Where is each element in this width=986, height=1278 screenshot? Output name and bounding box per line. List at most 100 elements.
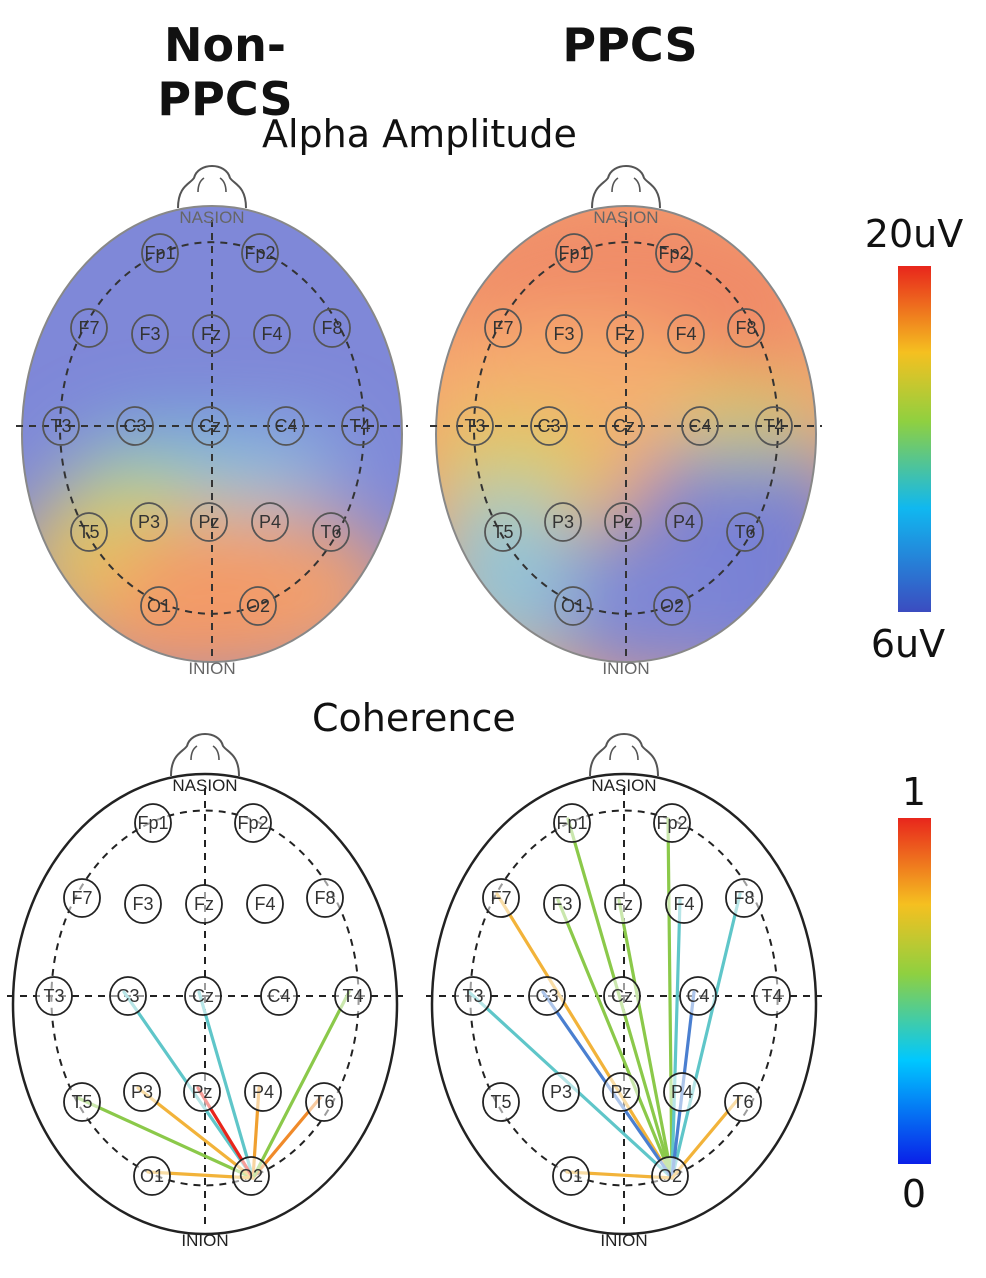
- electrode-label: T3: [462, 986, 483, 1006]
- electrode-label: C3: [123, 416, 146, 436]
- nasion-label: NASION: [179, 208, 244, 227]
- electrode-c4: C4: [681, 406, 719, 446]
- electrode-label: F4: [675, 324, 696, 344]
- electrode-c4: C4: [260, 976, 298, 1016]
- electrode-fp2: Fp2: [655, 233, 693, 273]
- coherence-scale-max-label: 1: [901, 770, 927, 814]
- electrode-label: F8: [314, 888, 335, 908]
- electrode-f7: F7: [484, 308, 522, 348]
- section-title-coherence: Coherence: [312, 696, 516, 740]
- electrode-label: F7: [492, 318, 513, 338]
- electrode-o2: O2: [651, 1156, 689, 1196]
- nasion-label: NASION: [172, 776, 237, 795]
- coherence-line-o2-cz: [197, 990, 255, 1180]
- electrode-label: Fp2: [658, 243, 689, 263]
- electrode-label: P4: [252, 1082, 274, 1102]
- electrode-label: T5: [490, 1092, 511, 1112]
- electrode-label: T4: [349, 416, 370, 436]
- electrode-label: Pz: [612, 512, 633, 532]
- electrode-label: P3: [138, 512, 160, 532]
- electrode-f4: F4: [667, 314, 705, 354]
- electrode-label: C4: [274, 416, 297, 436]
- nose-bump: [177, 165, 247, 209]
- electrode-label: Fz: [615, 324, 635, 344]
- head-outline: [435, 205, 817, 663]
- electrode-o1: O1: [133, 1156, 171, 1196]
- electrode-label: P3: [550, 1082, 572, 1102]
- coherence-line-o2-f4: [670, 898, 682, 1180]
- ear-curls: [611, 177, 641, 193]
- electrode-t3: T3: [42, 406, 80, 446]
- electrode-f3: F3: [543, 884, 581, 924]
- coherence-line-o2-t4: [251, 990, 351, 1180]
- electrode-t6: T6: [305, 1082, 343, 1122]
- electrode-f4: F4: [246, 884, 284, 924]
- electrode-p4: P4: [665, 502, 703, 542]
- electrode-fp1: Fp1: [141, 233, 179, 273]
- electrode-label: Cz: [192, 986, 214, 1006]
- electrode-label: F7: [71, 888, 92, 908]
- electrode-label: Cz: [613, 416, 635, 436]
- coherence-line-o2-f3: [556, 898, 674, 1180]
- electrode-label: T3: [43, 986, 64, 1006]
- electrode-fp1: Fp1: [555, 233, 593, 273]
- electrode-c3: C3: [530, 406, 568, 446]
- coherence-map-non-ppcs: Fp1 Fp2 F7 F3 Fz F4 F8 T3 C3 Cz C4 T4 T5 P3 Pz P4 T6 O1 O2…: [7, 733, 403, 1250]
- electrode-label: T5: [492, 522, 513, 542]
- coherence-line-o2-f8: [670, 892, 742, 1180]
- electrode-f7: F7: [482, 878, 520, 918]
- electrode-label: T6: [734, 522, 755, 542]
- electrode-o2: O2: [239, 586, 277, 626]
- ear-curls: [197, 177, 227, 193]
- electrode-label: Fp1: [137, 813, 168, 833]
- electrode-label: F3: [132, 894, 153, 914]
- nose-bump: [170, 733, 240, 777]
- electrode-t4: T4: [755, 406, 793, 446]
- electrode-f7: F7: [70, 308, 108, 348]
- electrode-fz: Fz: [192, 314, 230, 354]
- electrode-label: Pz: [191, 1082, 212, 1102]
- electrode-label: Fp2: [237, 813, 268, 833]
- electrode-label: P4: [673, 512, 695, 532]
- electrode-p3: P3: [123, 1072, 161, 1112]
- electrode-label: Cz: [611, 986, 633, 1006]
- electrode-label: T6: [732, 1092, 753, 1112]
- electrode-c4: C4: [679, 976, 717, 1016]
- electrode-t6: T6: [312, 512, 350, 552]
- alpha-scale-max-label: 20uV: [864, 212, 964, 256]
- electrode-o1: O1: [140, 586, 178, 626]
- electrode-fz: Fz: [185, 884, 223, 924]
- coherence-line-o2-fz: [617, 898, 674, 1180]
- ear-curls: [190, 745, 220, 761]
- electrode-label: F7: [490, 888, 511, 908]
- coherence-line-o2-t5: [76, 1096, 255, 1180]
- inion-label: INION: [600, 1231, 647, 1250]
- electrode-t4: T4: [341, 406, 379, 446]
- electrode-f8: F8: [727, 308, 765, 348]
- electrode-t5: T5: [70, 512, 108, 552]
- inion-label: INION: [602, 659, 649, 678]
- electrode-label: T4: [761, 986, 782, 1006]
- nose-bump: [591, 165, 661, 209]
- electrode-label: Pz: [198, 512, 219, 532]
- electrode-label: Fp1: [144, 243, 175, 263]
- electrode-fz: Fz: [604, 884, 642, 924]
- electrode-label: T3: [464, 416, 485, 436]
- electrode-label: Fz: [201, 324, 221, 344]
- nose-bump: [589, 733, 659, 777]
- electrode-label: O2: [658, 1166, 682, 1186]
- electrode-label: T4: [342, 986, 363, 1006]
- electrode-label: T5: [71, 1092, 92, 1112]
- electrode-c3: C3: [528, 976, 566, 1016]
- electrode-t4: T4: [334, 976, 372, 1016]
- electrode-c3: C3: [109, 976, 147, 1016]
- electrode-o1: O1: [552, 1156, 590, 1196]
- electrode-p3: P3: [130, 502, 168, 542]
- electrode-f3: F3: [545, 314, 583, 354]
- electrode-pz: Pz: [183, 1072, 221, 1112]
- electrode-label: Fp1: [556, 813, 587, 833]
- alpha-map-ppcs: Fp1 Fp2 F7 F3 Fz F4 F8 T3 C3 Cz C4 T4 T5 P3 Pz P4 T6 O1 O2…: [430, 165, 822, 678]
- electrode-f3: F3: [131, 314, 169, 354]
- head-outline: [21, 205, 403, 663]
- electrode-label: P3: [552, 512, 574, 532]
